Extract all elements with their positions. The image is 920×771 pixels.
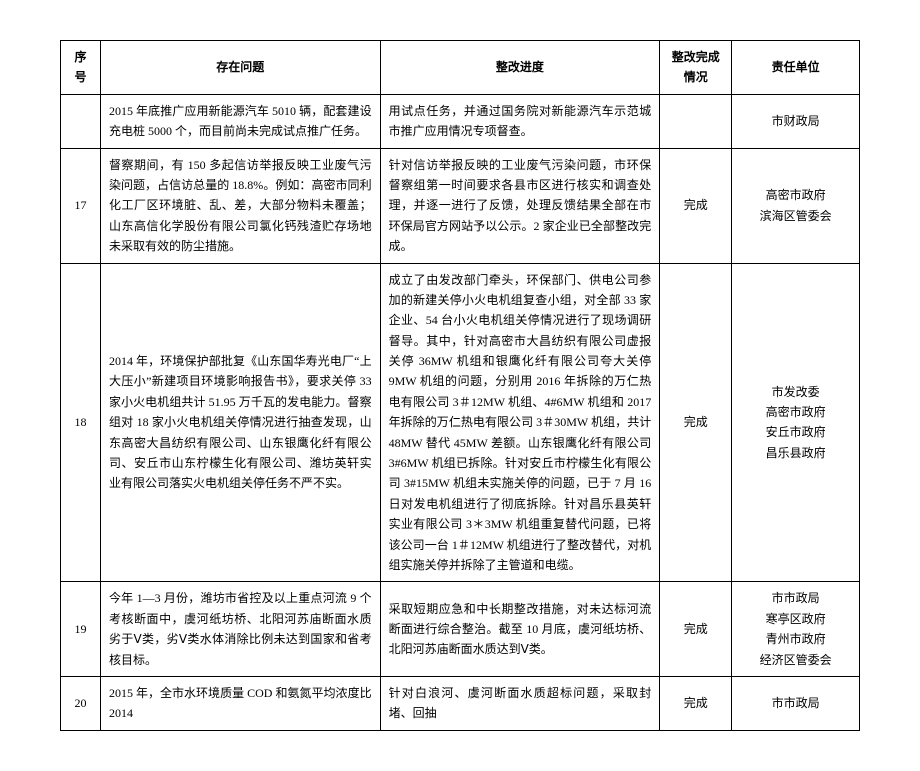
cell-dept: 市财政局	[732, 94, 860, 148]
cell-seq: 17	[61, 148, 101, 263]
header-row: 序号 存在问题 整改进度 整改完成情况 责任单位	[61, 41, 860, 95]
header-status: 整改完成情况	[660, 41, 732, 95]
cell-seq: 19	[61, 582, 101, 677]
cell-progress: 针对白浪河、虞河断面水质超标问题，采取封堵、回抽	[380, 676, 660, 730]
cell-progress: 针对信访举报反映的工业废气污染问题，市环保督察组第一时间要求各县市区进行核实和调…	[380, 148, 660, 263]
cell-status	[660, 94, 732, 148]
cell-status: 完成	[660, 263, 732, 582]
cell-problem: 2014 年，环境保护部批复《山东国华寿光电厂“上大压小”新建项目环境影响报告书…	[100, 263, 380, 582]
cell-problem: 2015 年底推广应用新能源汽车 5010 辆，配套建设充电桩 5000 个，而…	[100, 94, 380, 148]
cell-dept: 高密市政府 滨海区管委会	[732, 148, 860, 263]
cell-problem: 督察期间，有 150 多起信访举报反映工业废气污染问题，占信访总量的 18.8%…	[100, 148, 380, 263]
cell-progress: 用试点任务，并通过国务院对新能源汽车示范城市推广应用情况专项督查。	[380, 94, 660, 148]
header-problem: 存在问题	[100, 41, 380, 95]
cell-status: 完成	[660, 676, 732, 730]
table-row: 202015 年，全市水环境质量 COD 和氨氮平均浓度比 2014针对白浪河、…	[61, 676, 860, 730]
header-dept: 责任单位	[732, 41, 860, 95]
table-row: 182014 年，环境保护部批复《山东国华寿光电厂“上大压小”新建项目环境影响报…	[61, 263, 860, 582]
table-body: 2015 年底推广应用新能源汽车 5010 辆，配套建设充电桩 5000 个，而…	[61, 94, 860, 730]
cell-seq: 18	[61, 263, 101, 582]
cell-dept: 市发改委 高密市政府 安丘市政府 昌乐县政府	[732, 263, 860, 582]
table-row: 19今年 1—3 月份，潍坊市省控及以上重点河流 9 个考核断面中，虞河纸坊桥、…	[61, 582, 860, 677]
cell-seq	[61, 94, 101, 148]
cell-dept: 市市政局	[732, 676, 860, 730]
rectification-table: 序号 存在问题 整改进度 整改完成情况 责任单位 2015 年底推广应用新能源汽…	[60, 40, 860, 731]
header-progress: 整改进度	[380, 41, 660, 95]
cell-status: 完成	[660, 582, 732, 677]
cell-problem: 今年 1—3 月份，潍坊市省控及以上重点河流 9 个考核断面中，虞河纸坊桥、北阳…	[100, 582, 380, 677]
header-seq: 序号	[61, 41, 101, 95]
cell-progress: 采取短期应急和中长期整改措施，对未达标河流断面进行综合整治。截至 10 月底，虞…	[380, 582, 660, 677]
cell-seq: 20	[61, 676, 101, 730]
cell-progress: 成立了由发改部门牵头，环保部门、供电公司参加的新建关停小火电机组复查小组，对全部…	[380, 263, 660, 582]
cell-problem: 2015 年，全市水环境质量 COD 和氨氮平均浓度比 2014	[100, 676, 380, 730]
cell-dept: 市市政局 寒亭区政府 青州市政府 经济区管委会	[732, 582, 860, 677]
cell-status: 完成	[660, 148, 732, 263]
table-row: 2015 年底推广应用新能源汽车 5010 辆，配套建设充电桩 5000 个，而…	[61, 94, 860, 148]
table-row: 17督察期间，有 150 多起信访举报反映工业废气污染问题，占信访总量的 18.…	[61, 148, 860, 263]
